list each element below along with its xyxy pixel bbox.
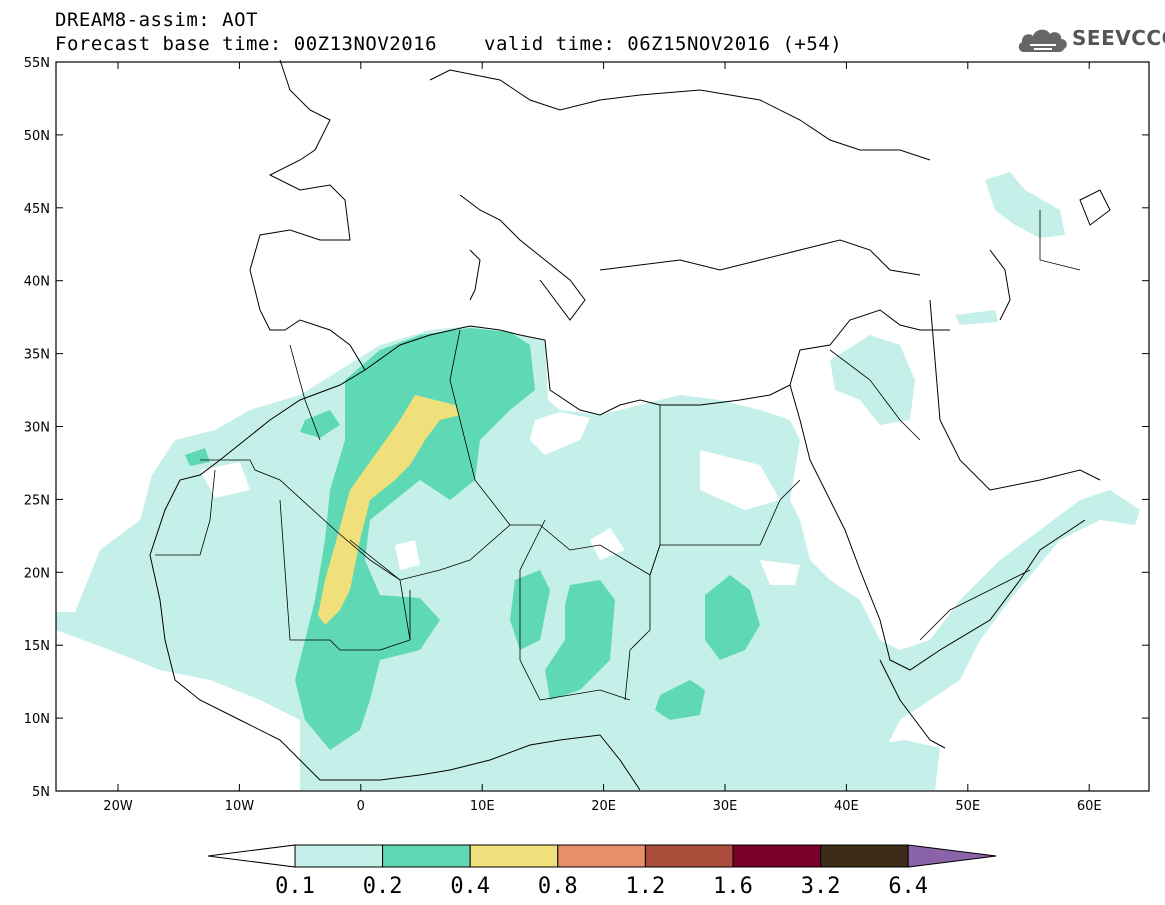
- aot-field-light: [848, 740, 940, 790]
- colorbar-label: 1.6: [713, 874, 753, 899]
- lat-tick-label: 25N: [24, 493, 50, 508]
- lon-tick-label: 10E: [470, 799, 495, 814]
- colorbar-swatch: [820, 844, 909, 868]
- aot-field-light: [830, 335, 915, 425]
- colorbar-low-arrow: [207, 844, 296, 868]
- lon-tick-label: 20W: [103, 799, 133, 814]
- lat-tick-label: 5N: [32, 785, 50, 800]
- aot-field-light: [56, 326, 1140, 790]
- map-title: DREAM8-assim: AOT: [55, 9, 258, 31]
- aot-field-medium: [705, 575, 760, 660]
- coastlines: [149, 59, 1111, 791]
- aot-field-medium: [655, 680, 705, 720]
- lat-tick-label: 10N: [24, 712, 50, 727]
- aot-contours: [56, 172, 1140, 790]
- lon-tick-label: 20E: [591, 799, 616, 814]
- lon-tick-label: 60E: [1077, 799, 1102, 814]
- lon-tick-label: 40E: [834, 799, 859, 814]
- colorbar-swatch: [644, 844, 734, 868]
- seevccc-logo: SEEVCCC: [1016, 24, 1165, 56]
- colorbar-swatch: [557, 844, 646, 868]
- lat-tick-label: 45N: [24, 202, 50, 217]
- aot-field-medium: [545, 580, 615, 700]
- colorbar-swatch: [469, 844, 559, 868]
- colorbar-swatch: [732, 844, 822, 868]
- aot-field-light: [955, 310, 998, 325]
- colorbar-label: 3.2: [801, 874, 841, 899]
- lon-tick-label: 0: [357, 799, 365, 814]
- lat-tick-label: 15N: [24, 639, 50, 654]
- aot-map: 55N 50N 45N 40N 35N 30N 25N 20N 15N 10N 5N 20W 10W 0…: [24, 56, 1150, 814]
- aot-field-high: [318, 395, 460, 625]
- colorbar-swatch: [294, 844, 384, 868]
- valid-time: valid time: 06Z15NOV2016 (+54): [484, 33, 843, 55]
- aot-field-medium: [300, 410, 340, 438]
- lon-tick-label: 10W: [225, 799, 255, 814]
- lat-tick-label: 55N: [24, 56, 50, 71]
- lon-tick-label: 50E: [955, 799, 980, 814]
- lat-tick-label: 30N: [24, 421, 50, 436]
- colorbar-swatch: [382, 844, 471, 868]
- country-borders: [155, 210, 1081, 701]
- colorbar-high-arrow: [907, 844, 997, 868]
- colorbar-label: 6.4: [888, 874, 928, 899]
- forecast-base-time: Forecast base time: 00Z13NOV2016: [55, 33, 438, 55]
- aot-colorbar: 0.1 0.2 0.4 0.8 1.2 1.6 3.2 6.4: [207, 844, 997, 899]
- lat-tick-label: 20N: [24, 566, 50, 581]
- aot-field-medium: [185, 448, 210, 466]
- colorbar-label: 0.8: [538, 874, 578, 899]
- aot-field-medium: [295, 328, 535, 750]
- cloud-icon: [1018, 29, 1067, 52]
- longitude-axis: 20W 10W 0 10E 20E 30E 40E 50E 60E: [103, 62, 1102, 814]
- colorbar-label: 0.2: [363, 874, 403, 899]
- colorbar-label: 1.2: [626, 874, 666, 899]
- aot-field-light: [985, 172, 1065, 238]
- lat-tick-label: 40N: [24, 275, 50, 290]
- lat-tick-label: 35N: [24, 348, 50, 363]
- colorbar-label: 0.4: [450, 874, 490, 899]
- lat-tick-label: 50N: [24, 129, 50, 144]
- lon-tick-label: 30E: [713, 799, 738, 814]
- logo-text: SEEVCCC: [1072, 26, 1165, 50]
- colorbar-label: 0.1: [275, 874, 315, 899]
- latitude-axis: 55N 50N 45N 40N 35N 30N 25N 20N 15N 10N 5N: [24, 56, 1149, 800]
